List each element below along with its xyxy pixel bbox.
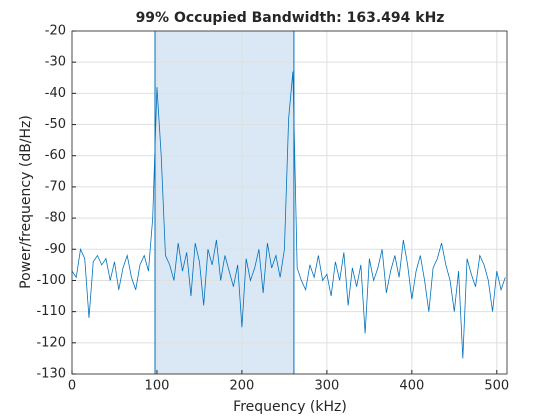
y-tick-label: -40 <box>45 86 66 101</box>
y-tick-label: -130 <box>36 367 66 382</box>
y-tick-label: -30 <box>45 55 66 70</box>
y-tick-label: -110 <box>36 304 66 319</box>
chart-title: 99% Occupied Bandwidth: 163.494 kHz <box>136 10 445 26</box>
y-tick-label: -90 <box>45 242 66 257</box>
psd-line <box>71 71 506 359</box>
x-axis-label: Frequency (kHz) <box>233 399 347 415</box>
y-tick-label: -60 <box>45 148 66 163</box>
x-tick-label: 200 <box>230 379 255 394</box>
y-tick-label: -20 <box>45 24 66 39</box>
x-tick-label: 100 <box>145 379 170 394</box>
y-axis-label: Power/frequency (dB/Hz) <box>18 115 34 289</box>
y-tick-label: -80 <box>45 211 66 226</box>
y-tick-label: -70 <box>45 179 66 194</box>
y-tick-label: -50 <box>45 117 66 132</box>
x-tick-label: 300 <box>314 379 339 394</box>
x-tick-label: 500 <box>484 379 509 394</box>
x-tick-label: 0 <box>68 379 76 394</box>
x-tick-label: 400 <box>399 379 424 394</box>
y-tick-label: -100 <box>36 273 66 288</box>
axes-box <box>71 30 508 375</box>
y-tick-label: -120 <box>36 335 66 350</box>
occupied-band <box>155 31 294 374</box>
